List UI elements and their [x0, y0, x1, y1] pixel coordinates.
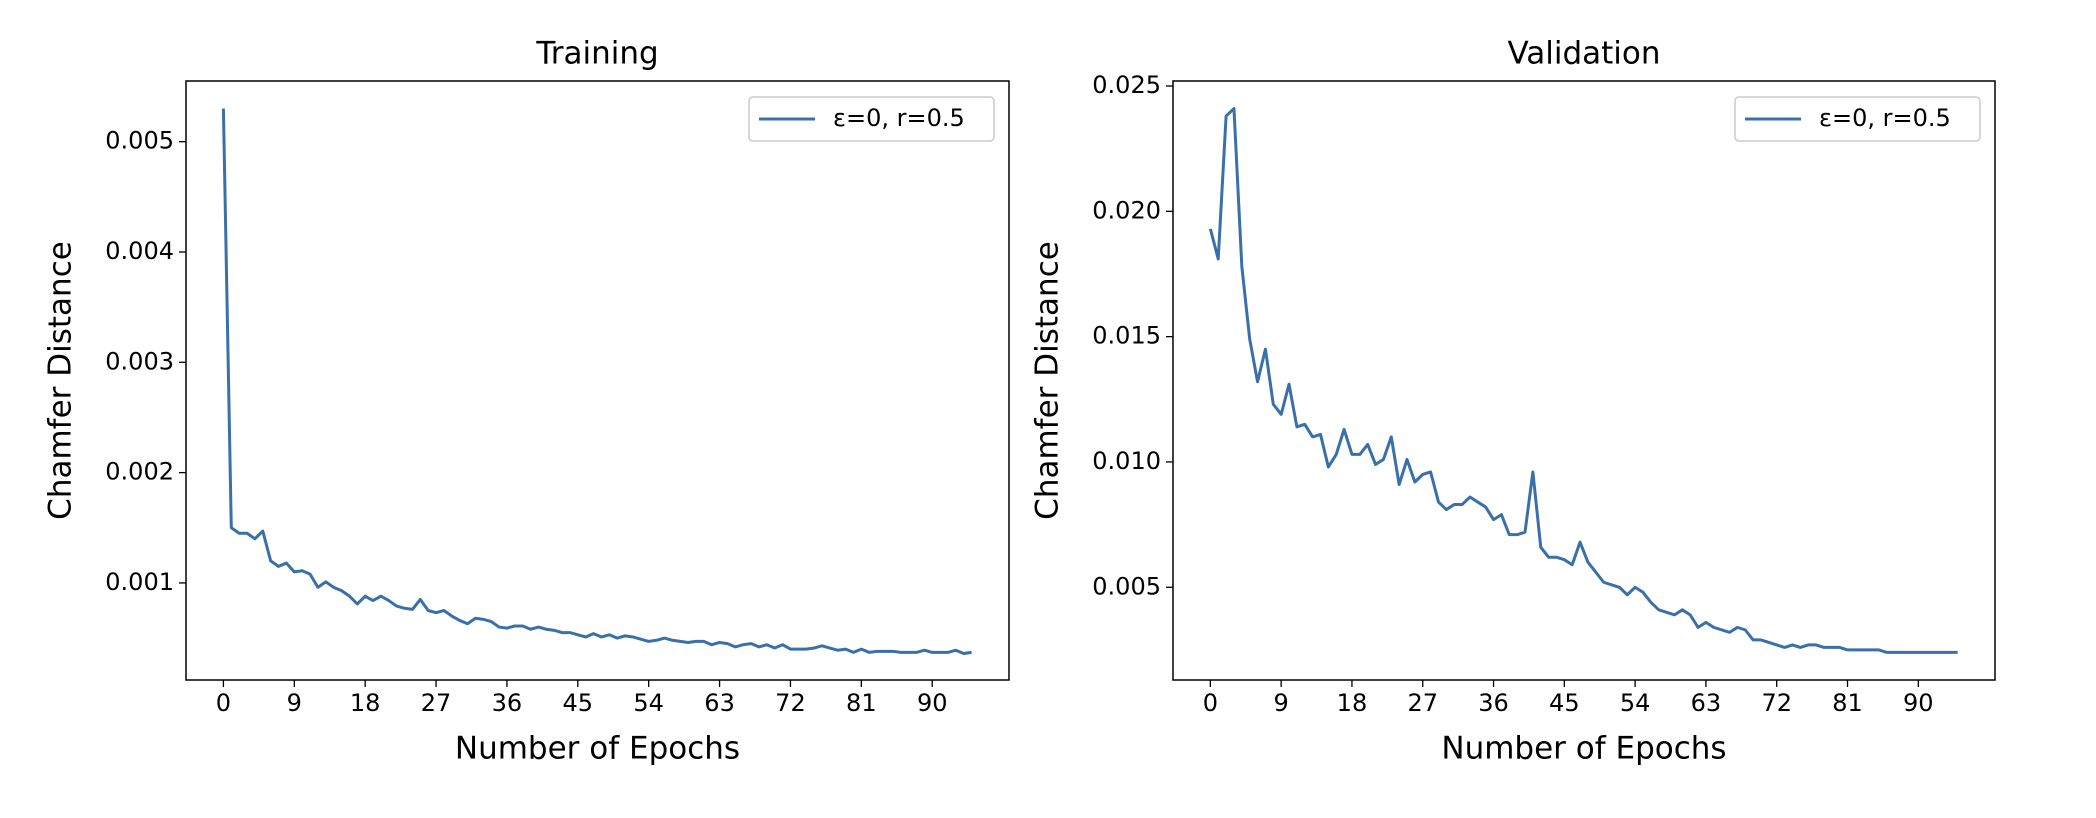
y-tick-label: 0.005: [105, 127, 174, 155]
x-tick-label: 54: [1620, 689, 1651, 717]
legend-box: [1734, 96, 1981, 142]
x-tick-label: 72: [1761, 689, 1792, 717]
x-axis-label: Number of Epochs: [1441, 731, 1726, 767]
x-tick-label: 36: [492, 689, 523, 717]
chart-title: Training: [535, 36, 658, 72]
x-tick-label: 36: [1478, 689, 1509, 717]
x-tick-label: 18: [1337, 689, 1368, 717]
y-axis-label: Chamfer Distance: [1030, 241, 1066, 520]
x-tick-label: 63: [704, 689, 735, 717]
y-tick-label: 0.015: [1092, 322, 1161, 350]
y-tick-label: 0.010: [1092, 447, 1161, 475]
x-tick-label: 27: [1407, 689, 1438, 717]
y-tick-label: 0.020: [1092, 196, 1161, 224]
legend-box: [748, 96, 995, 142]
x-tick-label: 27: [421, 689, 452, 717]
x-tick-label: 81: [1832, 689, 1863, 717]
x-tick-label: 0: [1203, 689, 1218, 717]
x-tick-label: 81: [846, 689, 877, 717]
x-tick-label: 63: [1691, 689, 1722, 717]
x-tick-label: 45: [563, 689, 594, 717]
x-tick-label: 54: [633, 689, 664, 717]
axes-frame: [185, 80, 1010, 681]
y-tick-label: 0.004: [105, 237, 174, 265]
axes-frame: [1172, 80, 1996, 681]
legend-label: ε=0, r=0.5: [1819, 104, 1951, 132]
x-tick-label: 72: [775, 689, 806, 717]
x-axis-label: Number of Epochs: [455, 731, 740, 767]
legend-label: ε=0, r=0.5: [833, 104, 965, 132]
y-tick-label: 0.002: [105, 458, 174, 486]
x-tick-label: 45: [1549, 689, 1580, 717]
x-tick-label: 0: [216, 689, 231, 717]
x-tick-label: 9: [287, 689, 302, 717]
chart-title: Validation: [1507, 36, 1660, 72]
y-tick-label: 0.001: [105, 568, 174, 596]
x-tick-label: 9: [1274, 689, 1289, 717]
data-line: [1208, 107, 1958, 654]
y-tick-label: 0.005: [1092, 572, 1161, 600]
y-tick-label: 0.025: [1092, 71, 1161, 99]
x-tick-label: 90: [917, 689, 948, 717]
y-tick-label: 0.003: [105, 347, 174, 375]
x-tick-label: 18: [350, 689, 381, 717]
data-line: [221, 108, 972, 656]
x-tick-label: 90: [1903, 689, 1934, 717]
y-axis-label: Chamfer Distance: [43, 241, 79, 520]
